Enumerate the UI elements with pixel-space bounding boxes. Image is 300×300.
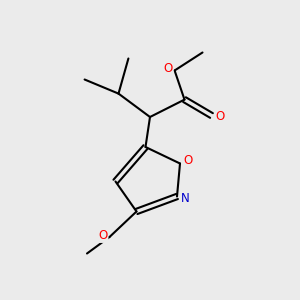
Text: O: O <box>184 154 193 167</box>
Text: O: O <box>164 61 172 75</box>
Text: O: O <box>215 110 224 123</box>
Text: O: O <box>98 229 107 242</box>
Text: N: N <box>181 191 190 205</box>
